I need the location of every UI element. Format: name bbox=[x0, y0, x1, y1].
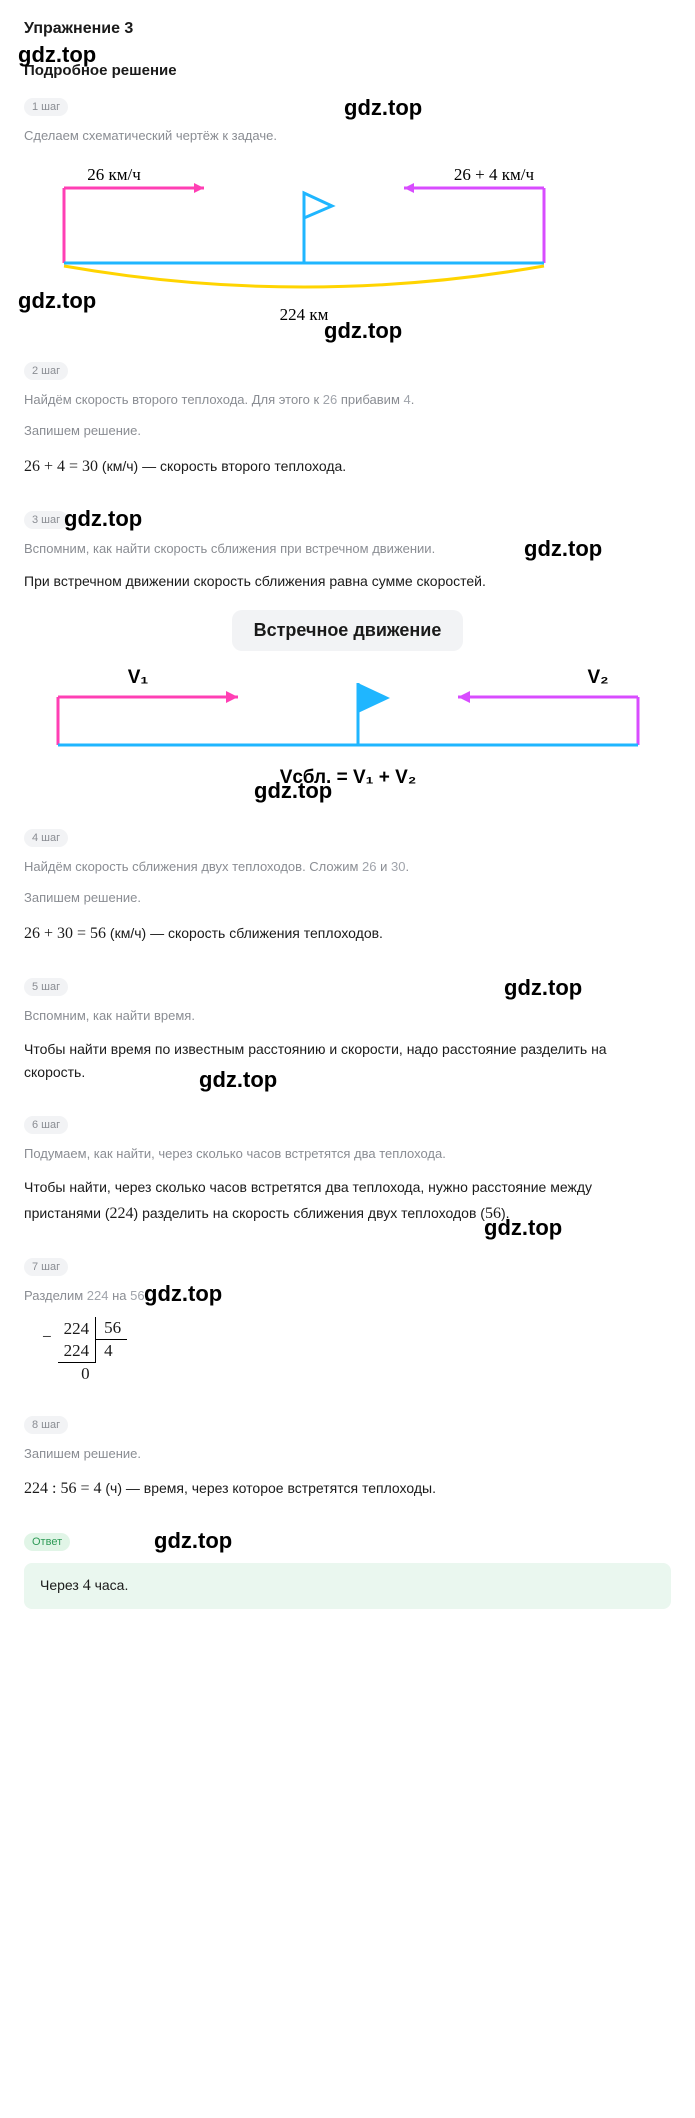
step-5: 5 шаг gdz.top Вспомним, как найти время.… bbox=[24, 977, 671, 1085]
step-badge: 5 шаг bbox=[24, 978, 68, 996]
d1-right-label: 26 + 4 км/ч bbox=[454, 164, 535, 183]
watermark: gdz.top bbox=[154, 1528, 232, 1554]
step-text: Вспомним, как найти скорость сближения п… bbox=[24, 539, 671, 559]
answer-badge: Ответ bbox=[24, 1533, 70, 1551]
step-badge: 1 шаг bbox=[24, 98, 68, 116]
equation: 224 : 56 = 4 (ч) — время, через которое … bbox=[24, 1475, 671, 1502]
step-1: 1 шаг gdz.top Сделаем схематический черт… bbox=[24, 97, 671, 331]
step-text: Вспомним, как найти время. bbox=[24, 1006, 671, 1026]
step-text: Чтобы найти, через сколько часов встретя… bbox=[24, 1176, 671, 1227]
watermark: gdz.top bbox=[344, 95, 422, 121]
step-8: 8 шаг Запишем решение. 224 : 56 = 4 (ч) … bbox=[24, 1415, 671, 1503]
step-text: При встречном движении скорость сближени… bbox=[24, 570, 671, 594]
d2-v2: V₂ bbox=[587, 667, 608, 688]
step-badge: 8 шаг bbox=[24, 1416, 68, 1434]
step-text: Разделим 224 на 56. bbox=[24, 1286, 671, 1306]
step-2: 2 шаг Найдём скорость второго теплохода.… bbox=[24, 361, 671, 480]
diagram-2: Встречное движение V₁ V₂ Vсбл. = V₁ + V₂… bbox=[24, 610, 671, 798]
step-4: 4 шаг Найдём скорость сближения двух теп… bbox=[24, 828, 671, 947]
step-text: Сделаем схематический чертёж к задаче. bbox=[24, 126, 671, 146]
step-badge: 2 шаг bbox=[24, 362, 68, 380]
equation: 26 + 30 = 56 (км/ч) — скорость сближения… bbox=[24, 920, 671, 947]
step-badge: 4 шаг bbox=[24, 829, 68, 847]
d1-distance: 224 км bbox=[280, 305, 329, 324]
step-3: 3 шаг gdz.top Вспомним, как найти скорос… bbox=[24, 510, 671, 798]
equation: 26 + 4 = 30 (км/ч) — скорость второго те… bbox=[24, 453, 671, 480]
d2-title: Встречное движение bbox=[232, 610, 464, 651]
step-text: Чтобы найти время по известным расстояни… bbox=[24, 1038, 671, 1086]
answer-box: Через 4 часа. bbox=[24, 1563, 671, 1609]
long-division: − 224 56 224 4 0 bbox=[36, 1317, 671, 1385]
watermark: gdz.top bbox=[504, 975, 582, 1001]
exercise-title: Упражнение 3 bbox=[24, 20, 671, 38]
d2-v1: V₁ bbox=[127, 667, 148, 688]
diagram-1: 26 км/ч 26 + 4 км/ч 224 км gdz.top gdz.t… bbox=[24, 158, 671, 331]
step-text: Запишем решение. bbox=[24, 1444, 671, 1464]
step-6: 6 шаг Подумаем, как найти, через сколько… bbox=[24, 1115, 671, 1226]
step-text: Подумаем, как найти, через сколько часов… bbox=[24, 1144, 671, 1164]
step-badge: 3 шаг bbox=[24, 511, 68, 529]
d1-left-label: 26 км/ч bbox=[87, 164, 141, 183]
step-text: Запишем решение. bbox=[24, 421, 671, 441]
step-7: 7 шаг Разделим 224 на 56. gdz.top − 224 … bbox=[24, 1257, 671, 1385]
d2-formula: Vсбл. = V₁ + V₂ bbox=[279, 767, 416, 788]
step-badge: 6 шаг bbox=[24, 1116, 68, 1134]
watermark: gdz.top bbox=[64, 506, 142, 532]
solution-subtitle: Подробное решение bbox=[24, 62, 671, 79]
step-text: Найдём скорость второго теплохода. Для э… bbox=[24, 390, 671, 410]
answer-section: Ответ gdz.top Через 4 часа. bbox=[24, 1532, 671, 1609]
step-text: Найдём скорость сближения двух теплоходо… bbox=[24, 857, 671, 877]
step-badge: 7 шаг bbox=[24, 1258, 68, 1276]
step-text: Запишем решение. bbox=[24, 888, 671, 908]
